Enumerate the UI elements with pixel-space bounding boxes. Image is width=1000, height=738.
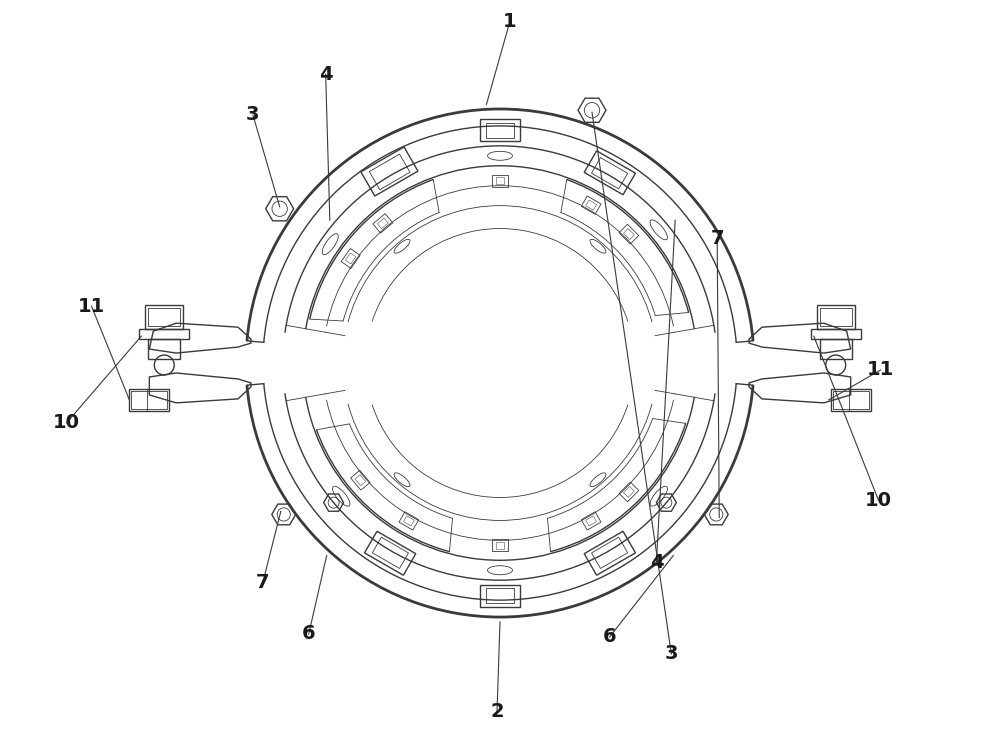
Bar xyxy=(831,389,871,411)
Bar xyxy=(820,308,852,326)
Text: 2: 2 xyxy=(490,702,504,721)
Bar xyxy=(811,329,861,339)
Bar xyxy=(817,306,855,329)
Text: 7: 7 xyxy=(256,573,270,592)
Text: 4: 4 xyxy=(650,553,663,572)
Bar xyxy=(148,308,180,326)
Text: 1: 1 xyxy=(503,12,517,31)
Bar xyxy=(139,329,189,339)
Text: 6: 6 xyxy=(302,624,316,644)
Bar xyxy=(145,306,183,329)
Text: 7: 7 xyxy=(710,229,724,248)
Text: 3: 3 xyxy=(246,106,260,125)
Bar xyxy=(820,339,852,359)
Text: 10: 10 xyxy=(865,491,892,510)
Bar xyxy=(131,391,167,409)
Bar xyxy=(148,339,180,359)
Text: 6: 6 xyxy=(603,627,616,646)
Text: 3: 3 xyxy=(665,644,678,663)
Text: 11: 11 xyxy=(78,297,105,316)
Text: 11: 11 xyxy=(867,360,894,379)
Text: 10: 10 xyxy=(53,413,80,432)
Text: 4: 4 xyxy=(319,65,332,83)
Bar xyxy=(833,391,869,409)
Bar xyxy=(129,389,169,411)
